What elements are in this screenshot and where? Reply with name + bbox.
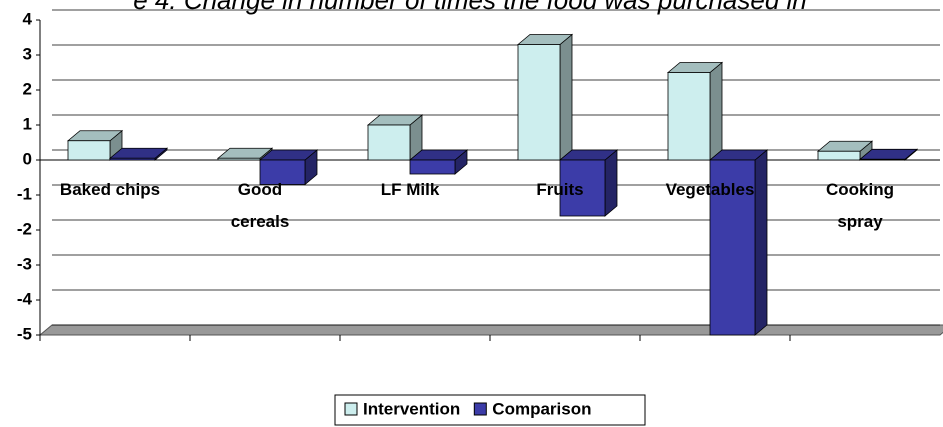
y-tick-label: 2 (23, 79, 32, 98)
legend-swatch (473, 402, 487, 416)
y-tick-label: -5 (17, 324, 32, 343)
bar (858, 148, 919, 161)
y-tick-label: 0 (23, 149, 32, 168)
legend-box (334, 394, 646, 426)
bar (216, 147, 274, 161)
bar-front (367, 124, 411, 161)
bar-side (559, 33, 573, 161)
bar-side (709, 61, 723, 161)
floor (38, 324, 943, 336)
bar (408, 149, 469, 175)
chart-title: e 4: Change in number of times the food … (133, 0, 807, 15)
bar (66, 129, 124, 161)
x-tick-label: Baked chips (59, 180, 161, 199)
y-tick-label: -3 (17, 254, 32, 273)
bar (816, 140, 874, 161)
x-tick-label: Good cereals (230, 180, 290, 231)
bar-front (109, 157, 156, 161)
bar (666, 61, 724, 161)
x-tick-label: LF Milk (380, 180, 440, 199)
y-tick-label: -1 (17, 184, 32, 203)
x-tick-label: Cooking spray (826, 180, 894, 231)
bar-front (667, 72, 711, 161)
bar (108, 147, 169, 161)
bar-front (217, 157, 261, 161)
bar (558, 149, 619, 217)
bar-front (709, 159, 756, 336)
x-tick-label: Fruits (536, 180, 584, 199)
bar-front (559, 159, 606, 217)
legend-label: Comparison (492, 399, 591, 418)
legend-swatch (344, 402, 358, 416)
bar-front (517, 44, 561, 161)
bar (516, 33, 574, 161)
legend-label: Intervention (363, 399, 460, 418)
y-tick-label: -2 (17, 219, 32, 238)
x-tick-label: Vegetables (665, 180, 755, 199)
bar (258, 149, 319, 186)
bar-front (259, 159, 306, 185)
y-tick-label: 3 (23, 44, 32, 63)
y-tick-label: -4 (17, 289, 33, 308)
bar-front (409, 159, 456, 175)
bar-front (67, 140, 111, 161)
y-tick-label: 4 (23, 9, 33, 28)
bar (708, 149, 769, 336)
y-tick-label: 1 (23, 114, 32, 133)
bar (366, 114, 424, 161)
bar-front (859, 158, 906, 161)
bar-front (817, 150, 861, 161)
